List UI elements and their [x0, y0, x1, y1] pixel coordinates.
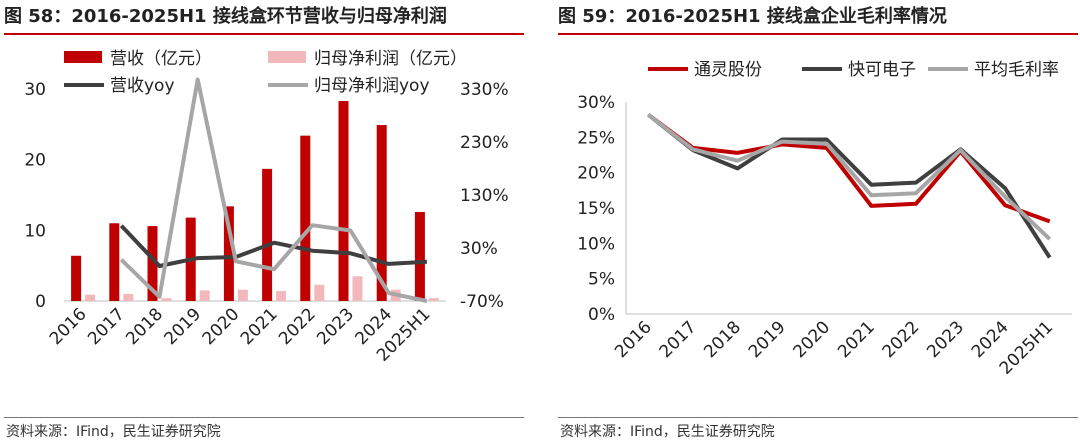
left-y-tick-20: 20 — [24, 151, 46, 171]
margin-line-group — [647, 113, 1052, 259]
bar-net-profit-2017 — [123, 293, 134, 301]
right-legend: 通灵股份 快可电子 平均毛利率 — [648, 60, 1059, 80]
margin-x-tick-2023: 2023 — [923, 317, 968, 362]
right-title-rule — [558, 33, 1078, 35]
bar-revenue-2017 — [109, 223, 120, 301]
margin-x-tick-2016: 2016 — [611, 317, 656, 362]
margin-y-tick-5-: 5% — [588, 270, 615, 290]
legend-label-kuaike: 快可电子 — [848, 60, 916, 80]
margin-y-tick-10-: 10% — [577, 234, 615, 254]
right-source-note: 资料来源：IFind，民生证券研究院 — [560, 424, 775, 440]
legend-label-revenue-yoy: 营收yoy — [110, 76, 175, 96]
margin-y-tick-25-: 25% — [577, 128, 615, 148]
margin-x-tick-2022: 2022 — [879, 317, 924, 362]
legend-swatch-revenue — [64, 51, 102, 63]
right-y-axis-ticks: -70% 30% 130% 230% 330% — [460, 80, 509, 312]
revenue-profit-chart: 0 10 20 30 -70% 30% 130% 230% 330% 201620172018… — [24, 49, 509, 366]
bar-revenue-2018 — [147, 226, 158, 301]
legend-label-tongling: 通灵股份 — [694, 60, 762, 80]
margin-x-tick-2021: 2021 — [834, 317, 879, 362]
x-axis-ticks: 2016201720182019202020212022202320242025… — [46, 304, 435, 365]
right-y-tick--70-: -70% — [460, 292, 504, 312]
yoy-line-group — [119, 77, 428, 303]
right-y-tick-230-: 230% — [460, 133, 509, 153]
bar-revenue-2025h1 — [414, 211, 425, 301]
margin-line-tongling — [647, 113, 1051, 224]
left-y-tick-30: 30 — [24, 80, 46, 100]
bar-net-profit-2016 — [85, 294, 96, 301]
x-tick-2019: 2019 — [160, 304, 205, 349]
bar-net-profit-2021 — [276, 291, 287, 301]
margin-y-tick-15-: 15% — [577, 199, 615, 219]
bar-net-profit-2018 — [161, 298, 172, 301]
bar-revenue-2021 — [262, 168, 273, 301]
x-tick-2021: 2021 — [237, 304, 282, 349]
x-tick-2022: 2022 — [275, 304, 320, 349]
legend-label-net-profit: 归母净利润（亿元） — [314, 49, 467, 69]
revenue-yoy-line — [119, 224, 428, 268]
legend-label-average: 平均毛利率 — [974, 60, 1059, 80]
bar-series-group — [71, 101, 439, 301]
left-source-note: 资料来源：IFind，民生证券研究院 — [6, 424, 221, 440]
right-figure-title: 图 59：2016-2025H1 接线盒企业毛利率情况 — [558, 6, 947, 27]
bar-net-profit-2022 — [314, 284, 325, 301]
margin-x-tick-2020: 2020 — [790, 317, 835, 362]
right-y-tick-130-: 130% — [460, 186, 509, 206]
margin-line-kuaike — [647, 113, 1052, 259]
margin-line-average — [647, 113, 1052, 241]
left-y-tick-0: 0 — [35, 292, 46, 312]
margin-x-axis-ticks: 2016 2017 2018 2019 2020 2021 2022 2023 20242025… — [611, 317, 1057, 378]
margin-x-tick-2019: 2019 — [745, 317, 790, 362]
right-axis-lines — [625, 102, 1072, 315]
x-tick-2017: 2017 — [84, 304, 129, 349]
margin-y-tick-30-: 30% — [577, 93, 615, 113]
left-footer-rule — [4, 417, 524, 418]
bar-net-profit-2023 — [352, 276, 363, 301]
margin-x-tick-2018: 2018 — [700, 317, 745, 362]
right-y-tick-330-: 330% — [460, 80, 509, 100]
left-y-axis-ticks: 0 10 20 30 — [24, 80, 46, 312]
x-tick-2020: 2020 — [199, 304, 244, 349]
margin-x-tick-2017: 2017 — [656, 317, 701, 362]
x-tick-2023: 2023 — [313, 304, 358, 349]
margin-y-tick-0-: 0% — [588, 305, 615, 325]
right-footer-rule — [558, 417, 1078, 418]
x-tick-2018: 2018 — [122, 304, 167, 349]
left-y-tick-10: 10 — [24, 221, 46, 241]
bar-revenue-2024 — [376, 125, 387, 301]
net-profit-yoy-line — [119, 77, 428, 303]
bar-net-profit-2025h1 — [428, 298, 439, 301]
legend-label-net-profit-yoy: 归母净利润yoy — [314, 76, 430, 96]
left-title-rule — [4, 33, 524, 35]
bar-net-profit-2020 — [237, 289, 248, 301]
right-y-tick-30-: 30% — [460, 239, 498, 259]
margin-y-axis-ticks: 0% 5% 10% 15% 20% 25% 30% — [577, 93, 615, 325]
left-figure-title: 图 58：2016-2025H1 接线盒环节营收与归母净利润 — [4, 6, 447, 27]
bar-revenue-2022 — [300, 135, 311, 301]
gross-margin-chart: 0% 5% 10% 15% 20% 25% 30% 2016 2017 2018 2019 2020… — [577, 60, 1072, 379]
legend-label-revenue: 营收（亿元） — [110, 49, 212, 69]
bar-revenue-2023 — [338, 101, 349, 301]
margin-y-tick-20-: 20% — [577, 164, 615, 184]
bar-revenue-2020 — [223, 206, 234, 301]
legend-swatch-net-profit — [268, 51, 306, 63]
left-legend: 营收（亿元） 归母净利润（亿元） 营收yoy 归母净利润yoy — [64, 49, 467, 96]
bar-net-profit-2019 — [199, 290, 210, 301]
bar-revenue-2016 — [71, 255, 82, 301]
x-tick-2016: 2016 — [46, 304, 91, 349]
